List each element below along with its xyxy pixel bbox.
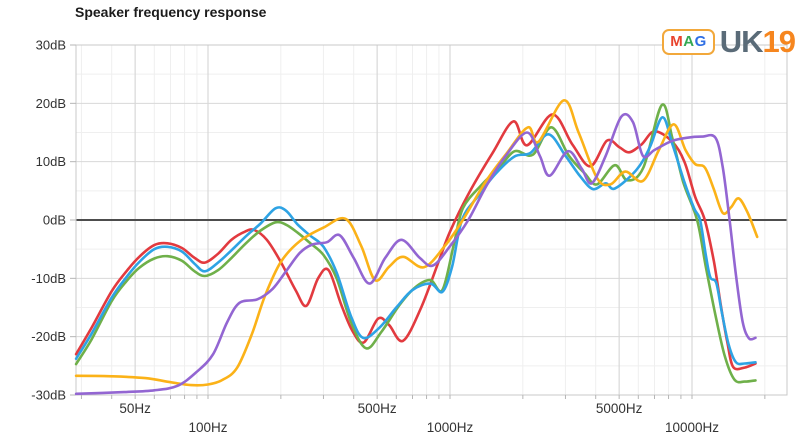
series-curve-speaker-5-purple	[74, 112, 757, 396]
logo-wordmark-part: UK	[719, 24, 764, 59]
y-axis-tick-label: -30dB	[31, 388, 66, 403]
series-curve-speaker-2-green	[74, 103, 757, 384]
series-curve-speaker-4-orange	[74, 99, 759, 387]
logo-wordmark-part: 19	[762, 24, 796, 59]
y-axis-tick-label: 10dB	[36, 154, 66, 169]
x-axis-tick-label: 500Hz	[358, 401, 397, 416]
x-axis-tick-label: 100Hz	[188, 420, 227, 435]
mag-badge-letter: M	[670, 33, 684, 50]
x-axis-tick-label: 10000Hz	[665, 420, 719, 435]
y-axis-tick-label: -10dB	[31, 271, 66, 286]
brand-logo: MAG UK19	[662, 24, 796, 59]
x-axis-tick-label: 1000Hz	[427, 420, 474, 435]
mag-badge-letter: A	[683, 33, 695, 50]
y-axis-tick-label: 20dB	[36, 96, 66, 111]
y-axis-tick-label: -20dB	[31, 329, 66, 344]
x-axis-tick-label: 5000Hz	[596, 401, 643, 416]
mag-badge-letter: G	[694, 33, 707, 50]
logo-wordmark: UK19	[719, 24, 796, 59]
x-axis-tick-label: 50Hz	[119, 401, 151, 416]
series-curve-speaker-3-blue	[74, 116, 757, 366]
mag-badge: MAG	[662, 29, 715, 55]
chart-title: Speaker frequency response	[75, 4, 267, 20]
y-axis-tick-label: 30dB	[36, 38, 66, 53]
series-curve-speaker-1-red	[74, 113, 757, 371]
y-axis-tick-label: 0dB	[43, 213, 66, 228]
